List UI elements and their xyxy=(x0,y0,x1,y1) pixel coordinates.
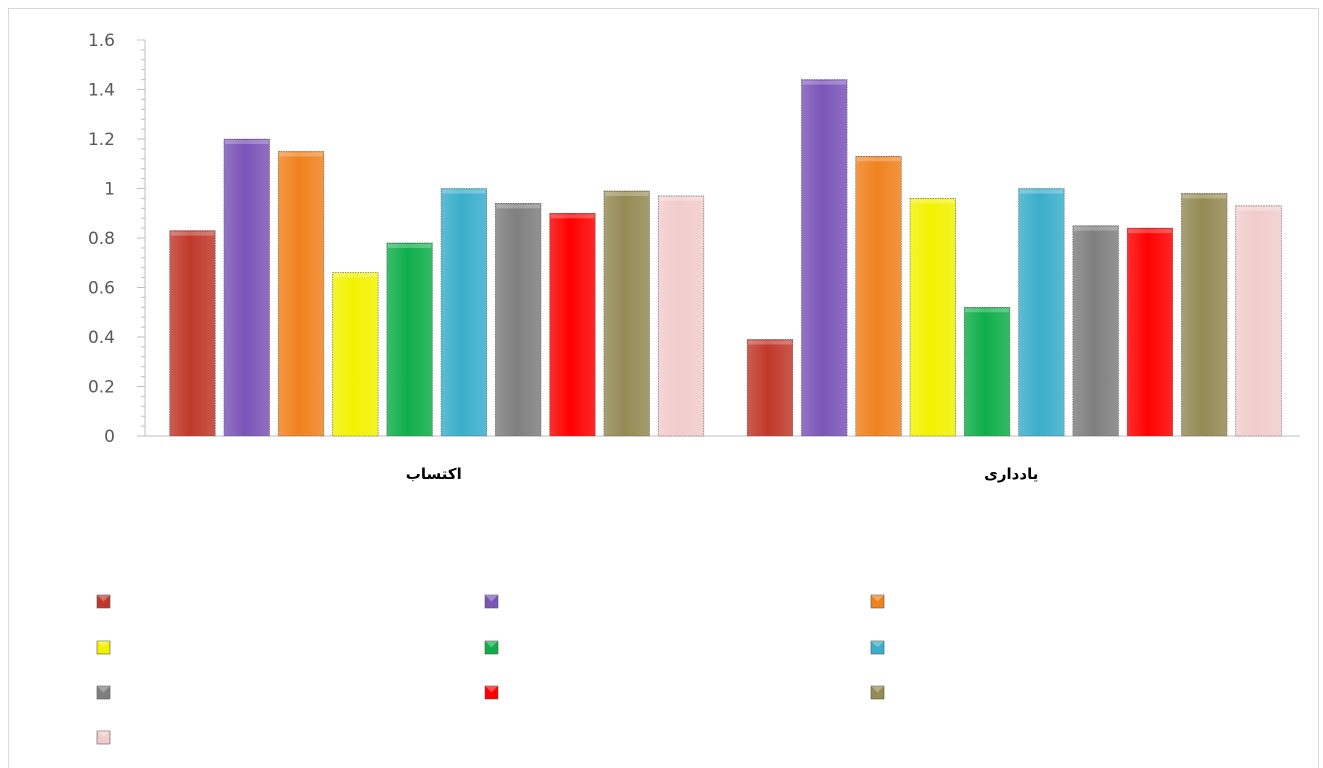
legend-swatch xyxy=(870,640,885,655)
bar xyxy=(801,79,848,437)
legend-swatch xyxy=(484,640,499,655)
legend-swatch xyxy=(870,594,885,609)
bar-highlight xyxy=(965,308,1009,313)
bar xyxy=(1018,188,1065,437)
legend-swatch-bevel xyxy=(97,731,110,738)
y-tick-label: 0.2 xyxy=(88,378,115,398)
bar-highlight xyxy=(279,152,323,157)
legend-swatch xyxy=(96,685,111,700)
bar xyxy=(386,242,433,437)
bar-highlight xyxy=(550,214,595,219)
legend-swatch xyxy=(96,640,111,655)
bar xyxy=(964,306,1011,437)
legend-swatch xyxy=(484,594,499,609)
bar xyxy=(332,272,379,437)
y-tick-label: 0.4 xyxy=(88,328,115,348)
bar xyxy=(1181,193,1228,437)
bar-highlight xyxy=(333,273,378,278)
bar-highlight xyxy=(604,191,649,196)
bar-highlight xyxy=(387,243,432,248)
legend-swatch xyxy=(96,730,111,745)
bar-highlight xyxy=(911,199,955,204)
bar xyxy=(277,151,325,437)
bar-highlight xyxy=(856,157,901,162)
category-label: یادداری xyxy=(984,465,1038,483)
bar xyxy=(440,188,487,437)
bar xyxy=(495,203,542,437)
bar xyxy=(223,138,270,437)
y-tick-label: 0.8 xyxy=(88,229,115,249)
legend-swatch xyxy=(484,685,499,700)
y-tick-label: 1.2 xyxy=(88,130,115,150)
bar-highlight xyxy=(1236,206,1281,211)
legend-swatch xyxy=(96,594,111,609)
bar xyxy=(1126,227,1174,437)
legend-swatch xyxy=(870,685,885,700)
y-tick-label: 1 xyxy=(104,180,115,200)
bar xyxy=(1072,225,1119,437)
bar-highlight xyxy=(224,140,269,144)
legend-swatch-bevel xyxy=(97,686,110,693)
bars xyxy=(169,79,1282,437)
legend-swatch-bevel xyxy=(485,641,498,648)
category-labels: اکتساب یادداری xyxy=(406,465,1039,483)
bar xyxy=(746,339,794,437)
legend-swatch-bevel xyxy=(871,641,884,648)
legend-swatch-bevel xyxy=(871,686,884,693)
y-tick-label: 0 xyxy=(104,427,115,447)
bar-highlight xyxy=(442,189,486,194)
legend-swatch-bevel xyxy=(485,595,498,602)
bar xyxy=(603,190,650,437)
legend-swatch-bevel xyxy=(485,686,498,693)
bar-highlight xyxy=(170,231,215,236)
bar-highlight xyxy=(748,340,792,345)
legend-swatch-bevel xyxy=(97,595,110,602)
bar-highlight xyxy=(1128,229,1172,234)
bar xyxy=(549,212,596,437)
bar-highlight xyxy=(1182,194,1227,199)
bar xyxy=(855,156,902,437)
category-label: اکتساب xyxy=(406,465,462,483)
y-tick-label: 1.4 xyxy=(88,81,115,101)
legend-swatch-bevel xyxy=(97,641,110,648)
bar-highlight xyxy=(1019,189,1064,194)
bar-highlight xyxy=(802,80,847,85)
bar xyxy=(657,195,705,437)
y-tick-label: 1.6 xyxy=(88,31,115,51)
chart-frame xyxy=(8,8,1319,768)
bar xyxy=(909,198,956,437)
legend-swatch-bevel xyxy=(871,595,884,602)
bar-highlight xyxy=(496,204,540,209)
bar-highlight xyxy=(659,196,703,201)
y-tick-label: 0.6 xyxy=(88,279,115,299)
bar xyxy=(169,230,216,437)
legend xyxy=(96,594,885,745)
bar-highlight xyxy=(1073,226,1118,231)
bar xyxy=(1235,205,1282,437)
